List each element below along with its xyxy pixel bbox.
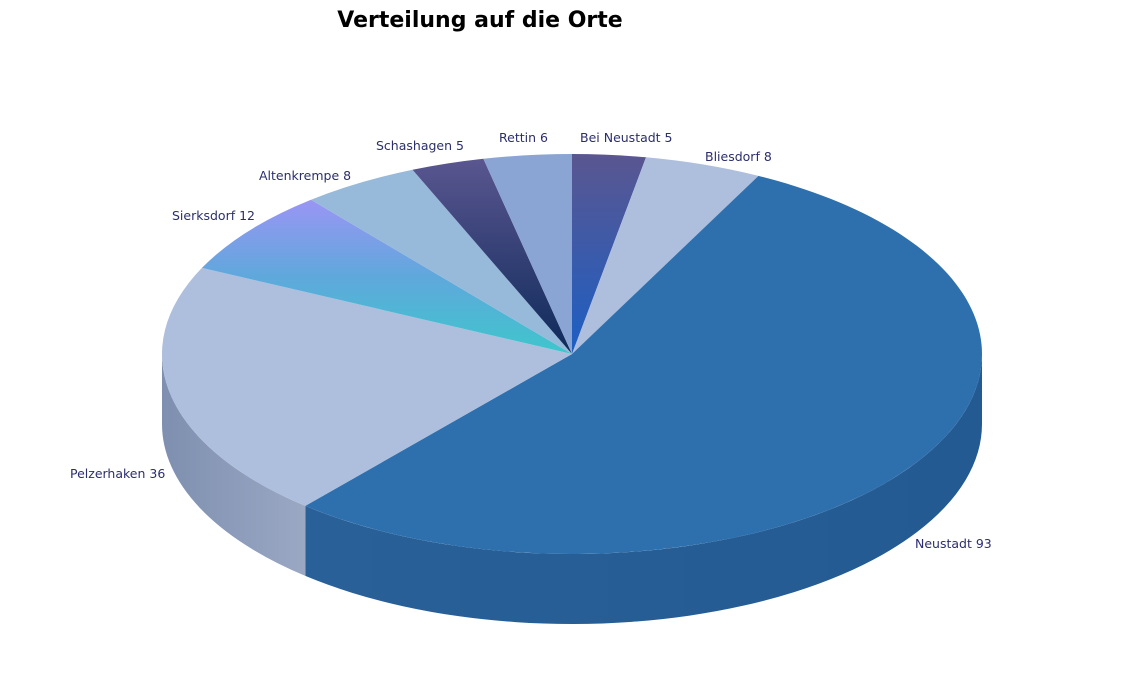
pie-slice-schashagen	[412, 158, 572, 354]
label-altenkrempe: Altenkrempe 8	[259, 168, 351, 183]
label-neustadt: Neustadt 93	[915, 536, 992, 551]
pie-slice-bliesdorf	[572, 157, 759, 354]
pie-slice-bei-neustadt	[572, 154, 647, 354]
pie-side-neustadt	[305, 354, 982, 624]
pie-slice-pelzerhaken	[161, 267, 572, 506]
pie-slice-rettin	[483, 154, 572, 354]
pie-side-pelzerhaken	[162, 354, 306, 576]
pie-slice-neustadt	[305, 175, 983, 554]
label-bei-neustadt: Bei Neustadt 5	[580, 130, 673, 145]
label-schashagen: Schashagen 5	[376, 138, 464, 153]
label-sierksdorf: Sierksdorf 12	[172, 208, 255, 223]
label-pelzerhaken: Pelzerhaken 36	[70, 466, 165, 481]
pie-slice-altenkrempe	[311, 169, 572, 354]
label-rettin: Rettin 6	[499, 130, 548, 145]
pie-slice-sierksdorf	[201, 199, 572, 354]
chart-title: Verteilung auf die Orte	[337, 8, 623, 33]
label-bliesdorf: Bliesdorf 8	[705, 149, 772, 164]
